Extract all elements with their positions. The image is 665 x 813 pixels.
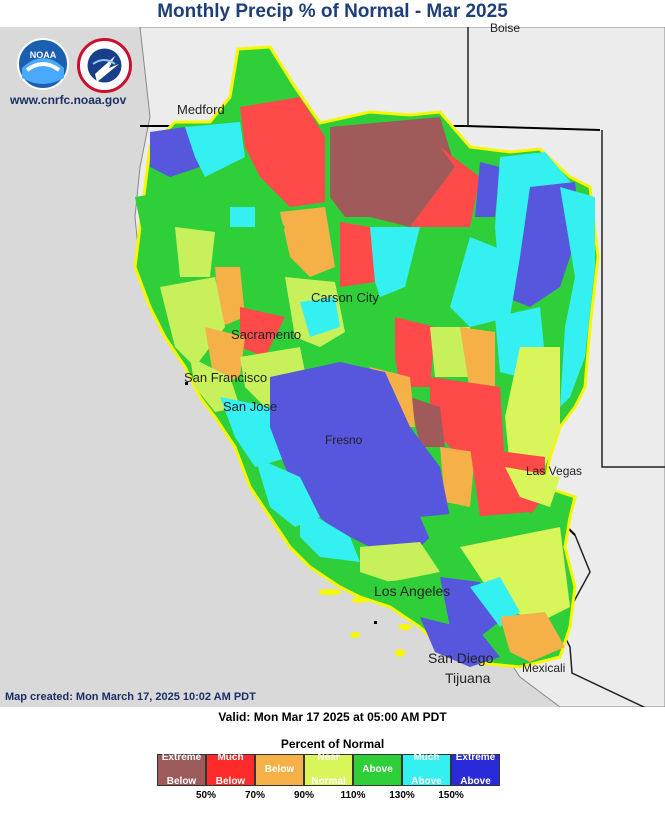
basin-patch <box>505 467 560 507</box>
legend-tick: 130% <box>389 790 415 801</box>
city-san-francisco: San Francisco <box>184 370 268 385</box>
city-sacramento: Sacramento <box>231 327 302 342</box>
basin-patch <box>150 127 200 177</box>
city-san-diego: San Diego <box>428 650 494 666</box>
city-mexicali: Mexicali <box>522 661 566 675</box>
basin-patch <box>280 207 335 277</box>
basin-patch <box>505 347 560 467</box>
valid-time: Valid: Mon Mar 17 2025 at 05:00 AM PDT <box>218 710 447 724</box>
basin-patch <box>410 147 480 227</box>
legend-label: Below <box>215 776 246 787</box>
legend-label: Extreme <box>455 752 496 763</box>
basin-patch <box>560 187 595 407</box>
legend: Extreme Below Much Below Below Near Normal Abov… <box>157 752 500 787</box>
legend-label: Above <box>362 764 393 775</box>
island <box>398 624 412 630</box>
city-san-jose: San Jose <box>223 399 278 414</box>
la-island-dot <box>374 621 377 624</box>
sf-dot <box>185 382 188 385</box>
basin-patch <box>370 227 420 297</box>
basin-patch <box>185 122 245 177</box>
basin-patch <box>430 327 470 377</box>
basin-patch <box>475 162 500 217</box>
map-title: Monthly Precip % of Normal - Mar 2025 <box>157 1 508 22</box>
svg-text:NOAA: NOAA <box>30 50 57 60</box>
island <box>350 632 360 638</box>
basin-patch <box>175 227 215 277</box>
website-link[interactable]: www.cnrfc.noaa.gov <box>10 93 127 107</box>
legend-item: Extreme Below <box>157 752 206 787</box>
basin-patch <box>215 267 245 327</box>
legend-label: Much <box>217 752 244 763</box>
basin-patch <box>420 617 500 667</box>
basin-patch <box>230 207 255 227</box>
basin-patch <box>440 577 505 637</box>
basin-patch-sierra <box>270 362 450 552</box>
legend-label: Below <box>166 776 197 787</box>
basin-patch <box>395 317 435 387</box>
legend-item: Above <box>353 754 402 786</box>
basin-patch <box>420 512 475 562</box>
basin-patch <box>460 527 570 622</box>
basin-patch <box>470 447 545 527</box>
basin-patch <box>330 117 455 227</box>
city-las-vegas: Las Vegas <box>526 464 583 478</box>
legend-tick: 150% <box>438 790 464 801</box>
island <box>352 597 368 603</box>
basin-patch <box>440 447 475 507</box>
legend-label: Near <box>317 752 340 763</box>
legend-label: Extreme <box>161 752 202 763</box>
basin-patch <box>240 97 325 207</box>
basin-patch <box>500 612 565 662</box>
basin-patch <box>460 327 495 392</box>
basin-patch <box>200 192 285 277</box>
legend-item: Much Above <box>402 752 451 787</box>
basin-patch <box>340 222 375 287</box>
nv-ut-border <box>601 130 665 468</box>
legend-item: Much Below <box>206 752 255 787</box>
legend-label: Above <box>460 776 491 787</box>
map-created-text: Map created: Mon March 17, 2025 10:02 AM… <box>5 691 256 703</box>
city-medford: Medford <box>177 102 225 117</box>
legend-tick: 90% <box>293 790 314 801</box>
basin-patch <box>470 577 520 627</box>
island <box>318 589 342 595</box>
city-boise: Boise <box>490 21 521 35</box>
basin-patch <box>380 577 460 612</box>
city-tijuana: Tijuana <box>445 670 491 686</box>
noaa-logo: NOAA <box>17 38 69 95</box>
legend-label: Normal <box>311 776 346 787</box>
basin-patch <box>190 357 240 412</box>
nws-logo <box>77 38 132 98</box>
basin-patch <box>300 297 340 337</box>
legend-label: Above <box>411 776 442 787</box>
legend-tick: 70% <box>244 790 265 801</box>
legend-title: Percent of Normal <box>280 737 385 751</box>
city-carson-city: Carson City <box>311 290 379 305</box>
legend-tick: 110% <box>340 790 366 801</box>
basin-patch <box>410 397 445 447</box>
basin-patch <box>300 507 360 562</box>
legend-item: Near Normal <box>304 752 353 787</box>
precip-map: NOAA www.cnrfc.noaa.gov Boise Medford Ca… <box>0 21 665 718</box>
legend-label: Below <box>264 764 295 775</box>
legend-item: Extreme Above <box>451 752 500 787</box>
basin-patch <box>240 307 285 357</box>
legend-item: Below <box>255 754 304 786</box>
basin-patch <box>505 182 580 307</box>
legend-label: Much <box>413 752 440 763</box>
city-los-angeles: Los Angeles <box>374 583 451 599</box>
island <box>395 649 405 657</box>
basin-patch <box>450 237 520 327</box>
map-svg <box>0 26 665 718</box>
basin-patch <box>360 542 440 582</box>
city-fresno: Fresno <box>325 433 363 447</box>
basin-patch <box>345 292 390 347</box>
legend-tick: 50% <box>195 790 216 801</box>
